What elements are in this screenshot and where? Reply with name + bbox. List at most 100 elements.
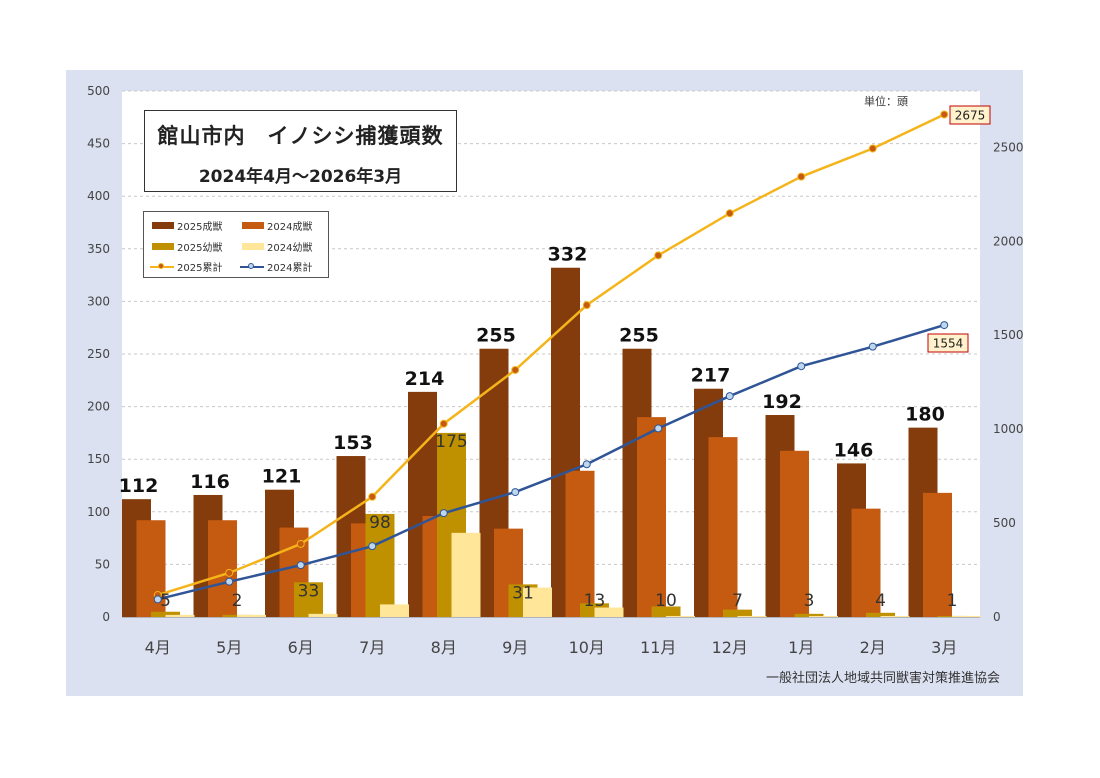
bar [637,417,666,617]
bar [151,611,180,617]
y-right-tick-label: 500 [993,516,1016,530]
series-line [157,323,945,601]
legend-label: 2025幼獣 [177,243,223,254]
bar-value-label: 255 [619,325,659,347]
bar-value-label: 3 [804,591,815,611]
end-value-box [949,105,991,125]
y-right-tick-label: 1000 [993,422,1024,436]
bar [708,437,738,617]
legend-swatch [242,243,264,250]
line-point [439,509,448,518]
legend-swatch [242,222,264,229]
line-point [654,424,663,433]
y-left-tick-label: 300 [87,294,110,308]
chart-subtitle: 2024年4月～2026年3月 [198,167,403,187]
line-point [582,301,591,310]
legend-item-2025-cumulative: 2025累計 [150,259,222,274]
bar [308,613,338,617]
end-value-label: 1554 [933,337,964,351]
line-point [511,365,520,374]
bar-value-label: 98 [369,513,391,533]
x-tick-label: 1月 [788,638,814,657]
legend-item-2024-juvenile: 2024幼獣 [242,239,312,254]
x-tick-label: 7月 [359,638,385,657]
end-value-label: 2675 [955,109,986,123]
bar-value-label: 33 [298,581,320,601]
chart-legend: 2025成獣 2024成獣 2025幼獣 2024幼獣 2025累計 2024累… [143,211,329,278]
legend-label: 2025累計 [177,263,223,274]
bar [208,520,237,617]
x-tick-label: 8月 [431,638,457,657]
y-right-tick-label: 2500 [993,140,1024,154]
legend-label: 2024累計 [267,263,313,274]
bar-value-label: 192 [762,391,802,413]
line-point [654,251,663,260]
y-left-tick-label: 450 [87,137,110,151]
line-point [439,419,448,428]
legend-line-swatch [240,262,264,272]
bar-value-label: 180 [905,404,945,426]
bar-value-label: 214 [405,368,445,390]
x-tick-label: 9月 [502,638,528,657]
bar [880,615,910,617]
y-left-tick-label: 500 [87,84,110,98]
y-right-tick-label: 2000 [993,234,1024,248]
line-point [225,568,234,577]
bar-value-label: 31 [512,583,534,603]
bar [165,614,195,617]
bar-value-label: 1 [947,591,958,611]
end-value-box [927,333,969,353]
bar [451,532,481,617]
bar-value-label: 112 [119,475,159,497]
bar [594,607,624,617]
bar-value-label: 4 [875,591,886,611]
x-tick-label: 12月 [712,638,748,657]
bar-value-label: 153 [333,432,373,454]
bar [794,613,824,617]
bar-value-label: 175 [435,432,467,452]
bar-value-label: 217 [691,365,731,387]
line-point [368,492,377,501]
bar [952,615,981,617]
bar-value-label: 5 [160,591,171,611]
legend-line-swatch [150,262,174,272]
bar [666,615,695,617]
y-left-tick-label: 50 [95,557,110,571]
line-point [940,321,949,330]
line-point [868,144,877,153]
chart-title-box: 館山市内 イノシシ捕獲頭数 2024年4月～2026年3月 [144,110,457,192]
bar-value-label: 255 [476,325,516,347]
bar-value-label: 332 [548,244,588,266]
bar [851,508,881,617]
line-point [797,172,806,181]
x-tick-label: 6月 [288,638,314,657]
legend-label: 2024幼獣 [267,243,313,254]
bar [866,612,895,617]
legend-item-2024-cumulative: 2024累計 [240,259,312,274]
y-left-tick-label: 400 [87,189,110,203]
line-point [511,488,520,497]
y-left-tick-label: 250 [87,347,110,361]
y-left-tick-label: 200 [87,400,110,414]
bar-value-label: 121 [262,466,302,488]
legend-item-2025-juvenile: 2025幼獣 [152,239,222,254]
legend-item-2025-adult: 2025成獣 [152,218,222,233]
line-point [296,561,305,570]
y-left-tick-label: 0 [102,610,110,624]
bar-value-label: 13 [584,591,606,611]
bar [565,470,595,617]
line-point [940,110,949,119]
x-tick-label: 10月 [569,638,605,657]
source-credit: 一般社団法人地域共同獣害対策推進協会 [766,671,1001,686]
line-point [868,342,877,351]
bar-value-label: 146 [834,439,874,461]
line-point [153,595,162,604]
y-right-tick-label: 1500 [993,328,1024,342]
bar [809,615,838,617]
legend-label: 2024成獣 [267,222,313,233]
x-tick-label: 3月 [931,638,957,657]
unit-label: 単位：頭 [864,95,908,108]
line-point [296,539,305,548]
bar-value-label: 116 [190,471,230,493]
y-left-tick-label: 100 [87,505,110,519]
